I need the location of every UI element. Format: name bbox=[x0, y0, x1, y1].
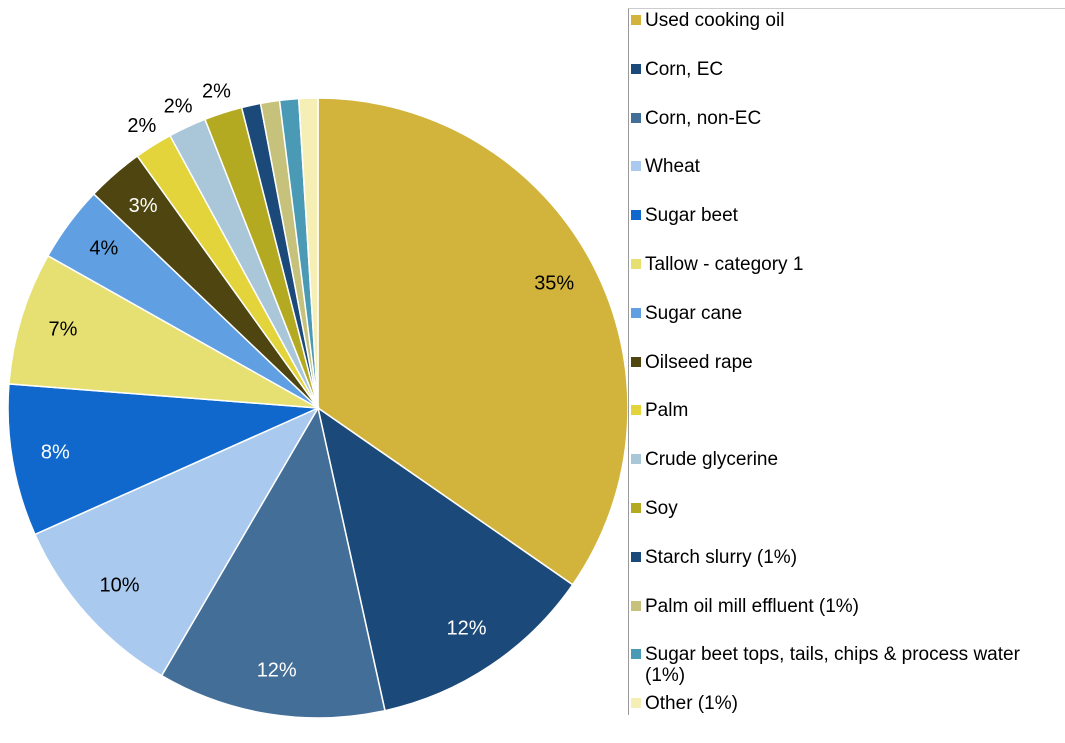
legend-label: Palm bbox=[645, 400, 689, 422]
slice-label: 35% bbox=[534, 273, 574, 295]
legend-swatch bbox=[631, 210, 641, 221]
legend-label: Wheat bbox=[645, 156, 700, 178]
legend-item: Palm bbox=[631, 400, 1061, 421]
legend-item: Crude glycerine bbox=[631, 449, 1061, 470]
legend-label: Sugar beet bbox=[645, 205, 738, 227]
legend-swatch bbox=[631, 356, 641, 367]
legend: Used cooking oil Corn, EC Corn, non-EC Whea… bbox=[628, 8, 1065, 715]
slice-label: 12% bbox=[257, 660, 297, 682]
slice-label: 2% bbox=[202, 80, 231, 102]
slice-label: 10% bbox=[99, 574, 139, 596]
legend-swatch bbox=[631, 259, 641, 269]
slice-label: 2% bbox=[164, 96, 193, 118]
legend-swatch bbox=[631, 112, 641, 123]
legend-swatch bbox=[631, 503, 641, 513]
legend-swatch bbox=[631, 307, 641, 318]
legend-label: Crude glycerine bbox=[645, 449, 779, 471]
legend-swatch bbox=[631, 161, 641, 172]
slice-label: 8% bbox=[41, 442, 70, 464]
legend-item: Soy bbox=[631, 498, 1061, 519]
legend-swatch bbox=[631, 600, 641, 611]
legend-label: Used cooking oil bbox=[645, 10, 785, 31]
legend-label: Starch slurry (1%) bbox=[645, 546, 798, 568]
legend-label: Tallow - category 1 bbox=[645, 254, 804, 275]
legend-item: Palm oil mill effluent (1%) bbox=[631, 596, 1061, 617]
slice-label: 7% bbox=[49, 319, 78, 341]
legend-swatch bbox=[631, 15, 641, 25]
legend-label: Other (1%) bbox=[645, 693, 738, 715]
pie-slice bbox=[33, 406, 320, 677]
pie-chart: 35% 12% 12% 10% 8% 7% 4% 3% 2% 2% 2% bbox=[7, 80, 628, 719]
slice-label: 2% bbox=[127, 115, 156, 137]
legend-swatch bbox=[631, 63, 641, 74]
legend-label: Sugar beet tops, tails, chips & process … bbox=[645, 644, 1020, 687]
slice-label: 12% bbox=[447, 618, 487, 640]
legend-item: Sugar beet bbox=[631, 205, 1061, 226]
pie-slice bbox=[316, 406, 574, 712]
legend-item: Sugar cane bbox=[631, 303, 1061, 324]
legend-swatch bbox=[631, 454, 641, 465]
slice-label: 3% bbox=[129, 195, 158, 217]
legend-item: Wheat bbox=[631, 156, 1061, 177]
legend-item: Starch slurry (1%) bbox=[631, 547, 1061, 568]
legend-label: Sugar cane bbox=[645, 302, 743, 324]
legend-label: Palm oil mill effluent (1%) bbox=[645, 595, 860, 617]
slice-label: 4% bbox=[89, 238, 118, 260]
pie-slice bbox=[297, 97, 319, 409]
legend-item: Tallow - category 1 bbox=[631, 254, 1061, 275]
legend-label: Soy bbox=[645, 498, 678, 519]
legend-item: Corn, non-EC bbox=[631, 108, 1061, 129]
legend-swatch bbox=[631, 405, 641, 416]
legend-item: Other (1%) bbox=[631, 693, 1061, 714]
legend-label: Corn, non-EC bbox=[645, 107, 762, 129]
legend-item: Oilseed rape bbox=[631, 352, 1061, 373]
legend-swatch bbox=[631, 551, 641, 562]
legend-item: Sugar beet tops, tails, chips & process … bbox=[631, 644, 1061, 686]
legend-label: Oilseed rape bbox=[645, 351, 753, 373]
legend-item: Corn, EC bbox=[631, 59, 1061, 80]
pie-slice bbox=[317, 97, 628, 586]
legend-swatch bbox=[631, 698, 641, 709]
legend-swatch bbox=[631, 649, 641, 660]
pie-slice bbox=[160, 405, 386, 719]
pie-slice bbox=[7, 383, 319, 536]
pie-slice bbox=[8, 254, 319, 409]
legend-item: Used cooking oil bbox=[631, 10, 1061, 31]
legend-label: Corn, EC bbox=[645, 58, 724, 80]
